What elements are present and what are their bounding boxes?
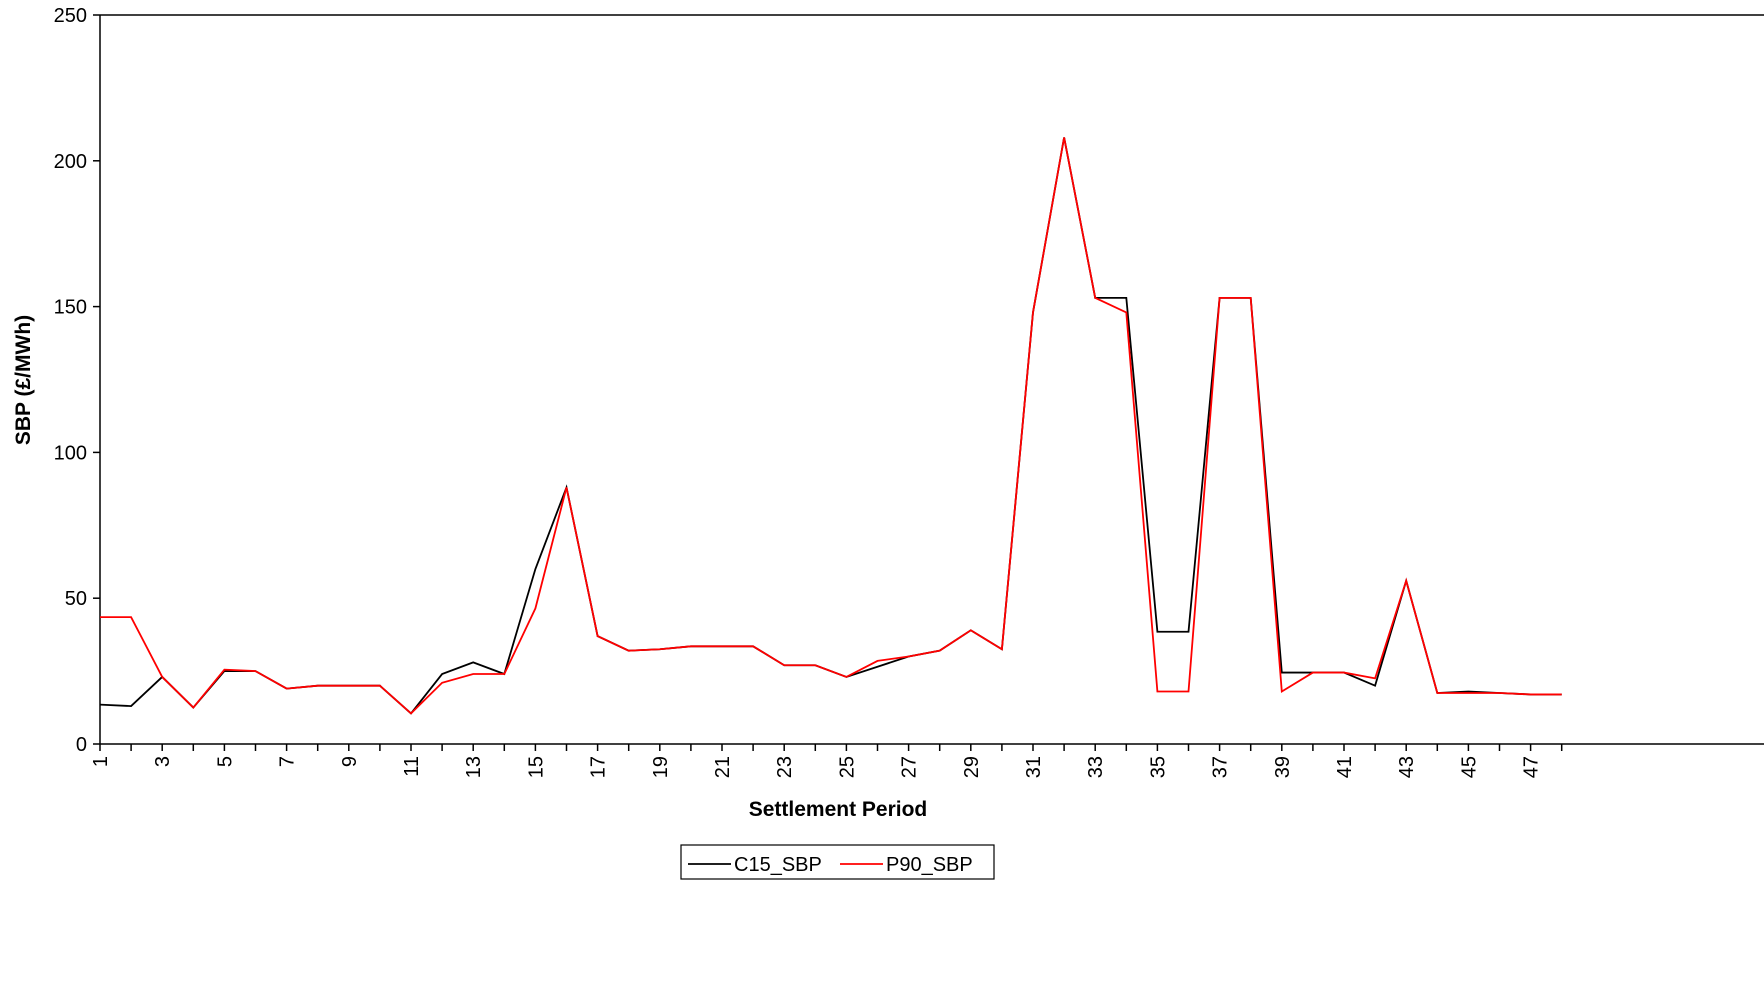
x-tick-label: 17: [588, 756, 610, 778]
x-tick-label: 45: [1458, 756, 1480, 778]
series-line-c15-sbp: [99, 137, 1562, 715]
x-tick-label: 19: [650, 756, 672, 778]
x-tick-label: 5: [214, 756, 236, 767]
y-tick-label: 250: [54, 5, 87, 27]
legend-label-p90: P90_SBP: [886, 854, 973, 876]
y-tick-label: 200: [54, 151, 87, 173]
x-tick-label: 41: [1334, 756, 1356, 778]
x-tick-label: 27: [899, 756, 921, 778]
y-tick-label: 150: [54, 297, 87, 319]
x-tick-label: 33: [1085, 756, 1107, 778]
x-tick-label: 7: [277, 756, 299, 767]
legend-box: [680, 844, 995, 880]
x-tick-label: 35: [1147, 756, 1169, 778]
x-tick-label: 11: [401, 756, 423, 777]
x-tick-label: 47: [1521, 756, 1543, 778]
y-axis-title: SBP (£/MWh): [12, 315, 35, 445]
x-tick-label: 31: [1023, 756, 1045, 778]
x-tick-label: 39: [1272, 756, 1294, 778]
y-tick-label: 50: [65, 588, 87, 610]
y-tick-label: 0: [76, 734, 87, 756]
x-tick-label: 21: [712, 756, 734, 778]
series-line-p90-sbp: [100, 137, 1562, 715]
series-lines: [99, 137, 1562, 715]
y-tick-label: 100: [54, 442, 87, 464]
x-tick-label: 3: [152, 756, 174, 767]
x-tick-label: 29: [961, 756, 983, 778]
x-tick-label: 25: [836, 756, 858, 778]
x-axis-ticks: 1 3 5 7 9 11 13 15 17 19 21 23 25 27 29 31 33 35 37 39 41 43 4…: [90, 744, 1563, 778]
x-axis-title: Settlement Period: [749, 798, 928, 821]
x-tick-label: 15: [525, 756, 547, 778]
x-tick-label: 9: [339, 756, 361, 767]
x-tick-label: 43: [1396, 756, 1418, 778]
legend: C15_SBP P90_SBP: [680, 844, 995, 880]
legend-label-c15: C15_SBP: [734, 854, 822, 876]
x-tick-label: 13: [463, 756, 485, 778]
x-tick-label: 1: [90, 756, 112, 767]
x-tick-label: 23: [774, 756, 796, 778]
x-tick-label: 37: [1210, 756, 1232, 778]
y-axis-ticks: 0 50 100 150 200 250: [54, 5, 100, 756]
